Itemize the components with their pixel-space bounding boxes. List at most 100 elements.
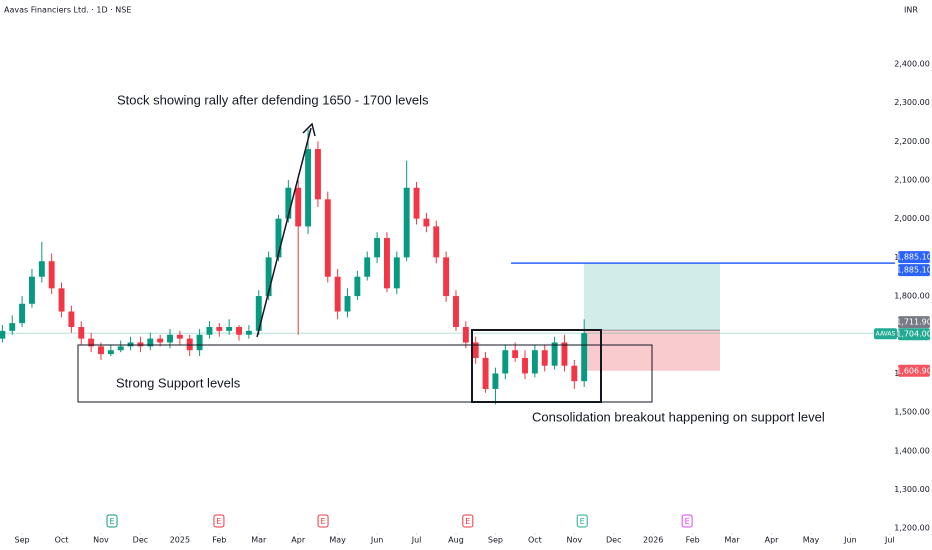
candle-body <box>531 350 538 374</box>
target-badge-label: 1,885.10 <box>896 266 932 275</box>
symbol-label: AAVAS <box>876 331 896 338</box>
y-tick-label: 1,500.00 <box>894 408 930 417</box>
arrow-head <box>302 122 316 137</box>
annotation: Stock showing rally after defending 1650… <box>117 92 429 107</box>
y-tick-label: 2,200.00 <box>894 137 930 146</box>
annotation: Strong Support levels <box>116 375 241 390</box>
event-label: E <box>685 517 690 526</box>
event-marker <box>681 514 693 528</box>
event-marker <box>106 514 118 528</box>
event-label: E <box>465 517 470 526</box>
plot-area: 2,400.00 2,300.00 2,200.00 2,100.00 2,000.00… <box>0 59 932 545</box>
target-badge <box>898 264 930 277</box>
candle-body <box>176 334 183 339</box>
profit-zone <box>584 263 720 331</box>
candle-body <box>344 296 351 312</box>
y-tick-label: 2,100.00 <box>894 175 930 184</box>
candle-body <box>186 338 193 351</box>
candle-body <box>413 187 420 219</box>
candle-body <box>107 350 114 355</box>
candle-body <box>226 327 233 331</box>
y-tick-label: 1,300.00 <box>894 485 930 494</box>
event-label: E <box>580 517 585 526</box>
candle-body <box>245 330 252 335</box>
candle-body <box>285 187 292 219</box>
x-tick-label: Jul <box>884 536 895 545</box>
event-marker <box>462 514 474 528</box>
candle-body <box>206 327 213 335</box>
x-tick-label: May <box>329 536 346 545</box>
candle-body <box>68 311 75 328</box>
x-tick-label: Sep <box>488 536 503 545</box>
stop-badge-label: 1,606.90 <box>896 366 932 375</box>
candle-body <box>0 330 6 339</box>
candle-body <box>9 323 16 331</box>
candle-body <box>305 149 312 227</box>
y-tick-label: 1,800.00 <box>894 292 930 301</box>
candle-body <box>38 261 45 277</box>
event-label: E <box>109 517 114 526</box>
x-tick-label: Mar <box>251 536 267 545</box>
x-tick-label: 2025 <box>170 536 190 545</box>
candle-body <box>354 276 361 297</box>
event-marker <box>576 514 588 528</box>
consolidation-box <box>471 329 602 403</box>
annotation: Consolidation breakout happening on supp… <box>532 409 825 424</box>
event-marker <box>317 514 329 528</box>
candle-body <box>472 342 479 358</box>
last-price-badge-label: 1,704.00 <box>896 330 932 339</box>
candle-body <box>314 149 321 200</box>
x-tick-label: May <box>803 536 820 545</box>
candle-body <box>117 346 124 351</box>
target-badge <box>898 251 930 264</box>
candle-body <box>482 357 489 389</box>
candle-body <box>403 187 410 258</box>
entry-badge-label: 1,711.90 <box>896 318 932 327</box>
support-box <box>77 344 653 403</box>
candle-body <box>522 357 528 374</box>
candle-body <box>512 350 519 358</box>
x-tick-label: Jun <box>370 536 384 545</box>
candle-body <box>58 288 65 312</box>
candle-body <box>443 257 450 297</box>
candle-body <box>157 338 164 343</box>
candle-body <box>561 342 568 366</box>
candle-body <box>453 296 459 328</box>
candle-body <box>295 187 302 227</box>
rally-arrow <box>256 127 312 338</box>
candle-body <box>383 238 390 289</box>
candle-body <box>147 338 154 347</box>
candle-body <box>196 334 203 351</box>
x-tick-label: Dec <box>606 536 621 545</box>
candle-body <box>216 327 223 331</box>
x-tick-label: Oct <box>528 536 542 545</box>
candle-body <box>541 350 548 366</box>
symbol-badge <box>874 328 897 340</box>
event-marker <box>213 514 225 528</box>
candle-body <box>502 350 509 374</box>
x-tick-label: Dec <box>133 536 148 545</box>
candle-body <box>462 327 469 343</box>
x-tick-label: Feb <box>212 536 226 545</box>
candle-body <box>275 218 282 258</box>
event-label: E <box>216 517 221 526</box>
currency: INR <box>904 6 918 15</box>
candle-body <box>19 303 26 324</box>
y-tick-label: 1,200.00 <box>894 524 930 533</box>
x-tick-label: Oct <box>55 536 69 545</box>
candle-body <box>127 342 134 347</box>
x-tick-label: Apr <box>765 536 780 545</box>
x-tick-label: Sep <box>15 536 30 545</box>
candle-body <box>571 365 578 382</box>
y-tick-label: 2,300.00 <box>894 98 930 107</box>
x-tick-label: Nov <box>93 536 109 545</box>
y-tick-label: 1,400.00 <box>894 446 930 455</box>
candle-body <box>334 276 341 312</box>
target-badge-label: 1,885.10 <box>896 253 932 262</box>
candle-body <box>393 257 400 289</box>
candle-body <box>28 276 35 304</box>
last-price-badge <box>898 328 930 341</box>
stop-badge <box>898 364 930 377</box>
entry-badge <box>898 316 930 329</box>
candle-body <box>265 257 272 297</box>
